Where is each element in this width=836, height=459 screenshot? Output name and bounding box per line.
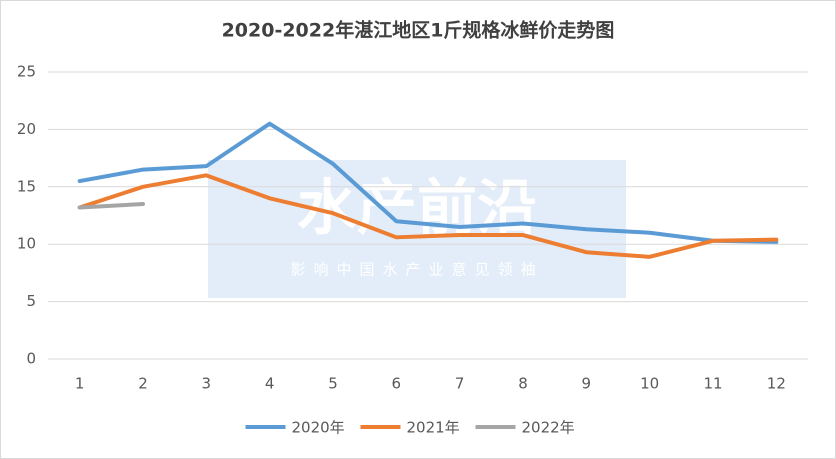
y-tick-label: 0 bbox=[26, 350, 36, 368]
chart-title: 2020-2022年湛江地区1斤规格冰鲜价走势图 bbox=[222, 19, 615, 42]
series-line bbox=[77, 121, 779, 244]
x-tick-label: 9 bbox=[582, 375, 592, 393]
watermark-subtitle: 影响中国水产业意见领袖 bbox=[290, 261, 543, 279]
x-tick-label: 2 bbox=[138, 375, 148, 393]
x-tick-label: 3 bbox=[202, 375, 212, 393]
legend-label: 2022年 bbox=[522, 419, 575, 437]
x-tick-label: 11 bbox=[703, 375, 722, 393]
legend-label: 2020年 bbox=[292, 419, 345, 437]
y-tick-label: 20 bbox=[17, 120, 36, 138]
x-tick-label: 8 bbox=[518, 375, 528, 393]
series-line bbox=[77, 202, 145, 210]
watermark-box bbox=[208, 160, 626, 298]
x-tick-label: 12 bbox=[767, 375, 786, 393]
x-tick-label: 10 bbox=[640, 375, 659, 393]
x-tick-label: 5 bbox=[328, 375, 338, 393]
y-tick-label: 25 bbox=[17, 63, 36, 81]
legend-label: 2021年 bbox=[407, 419, 460, 437]
y-tick-label: 10 bbox=[17, 235, 36, 253]
y-tick-label: 15 bbox=[17, 177, 36, 195]
x-tick-label: 6 bbox=[392, 375, 402, 393]
x-tick-label: 7 bbox=[455, 375, 465, 393]
y-tick-label: 5 bbox=[26, 292, 36, 310]
x-tick-label: 4 bbox=[265, 375, 275, 393]
x-tick-label: 1 bbox=[75, 375, 85, 393]
watermark-title: 水产前沿 bbox=[297, 174, 537, 244]
series-line bbox=[77, 173, 779, 259]
